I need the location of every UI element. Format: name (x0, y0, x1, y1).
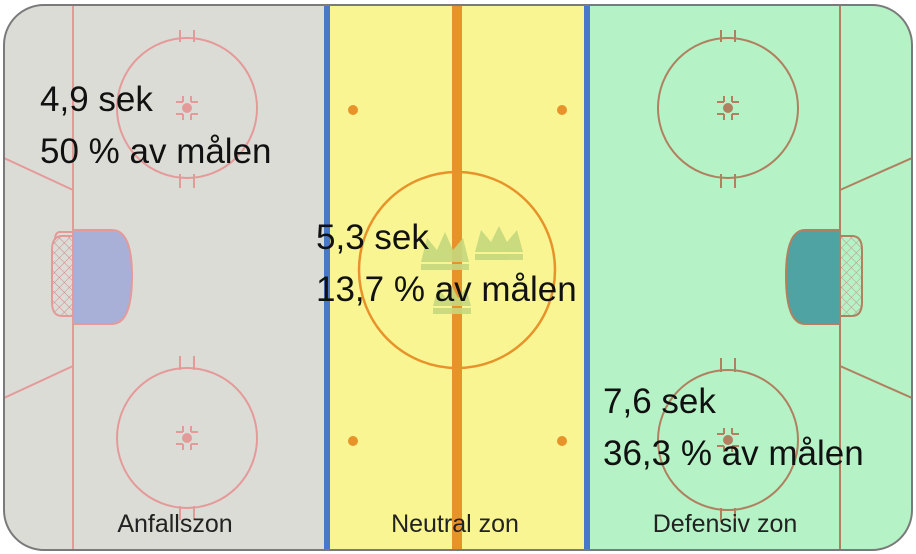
stat-neutral-goals: 13,7 % av målen (316, 270, 577, 309)
neutral-dot-lower-left (348, 436, 358, 446)
left-goal-crease (72, 229, 134, 325)
zone-label-neutral: Neutral zon (391, 510, 519, 538)
zone-label-anfallszon: Anfallszon (117, 510, 233, 538)
center-faceoff-circle (357, 170, 557, 370)
left-upper-faceoff-circle (116, 37, 258, 179)
center-red-line (452, 5, 462, 550)
neutral-dot-upper-right (557, 105, 567, 115)
rink-boards (3, 4, 913, 551)
stat-defensiv: 7,6 sek 36,3 % av målen (603, 376, 864, 480)
left-blue-line (324, 5, 330, 550)
stat-neutral: 5,3 sek 13,7 % av målen (316, 212, 577, 316)
neutral-dot-upper-left (348, 105, 358, 115)
stat-anfallszon-time: 4,9 sek (40, 80, 153, 119)
right-goal-crease (784, 229, 841, 325)
right-lower-faceoff-circle (657, 369, 799, 511)
left-upper-faceoff-dot (182, 103, 192, 113)
stat-anfallszon-goals: 50 % av målen (40, 132, 272, 171)
zone-label-defensiv: Defensiv zon (652, 510, 798, 538)
neutral-dot-lower-right (557, 436, 567, 446)
stat-neutral-time: 5,3 sek (316, 218, 429, 257)
right-upper-faceoff-circle (657, 37, 799, 179)
left-lower-faceoff-circle (116, 367, 258, 509)
left-zone-markings (4, 5, 258, 550)
right-upper-faceoff-dot (723, 103, 733, 113)
left-lower-faceoff-dot (182, 433, 192, 443)
left-goal-net (51, 235, 74, 317)
stat-defensiv-goals: 36,3 % av målen (603, 434, 864, 473)
right-blue-line (584, 5, 590, 550)
right-goal-net (839, 235, 863, 317)
three-crowns-icon (421, 226, 523, 314)
stat-defensiv-time: 7,6 sek (603, 382, 716, 421)
right-lower-faceoff-dot (723, 435, 733, 445)
stat-anfallszon: 4,9 sek 50 % av målen (40, 74, 272, 178)
